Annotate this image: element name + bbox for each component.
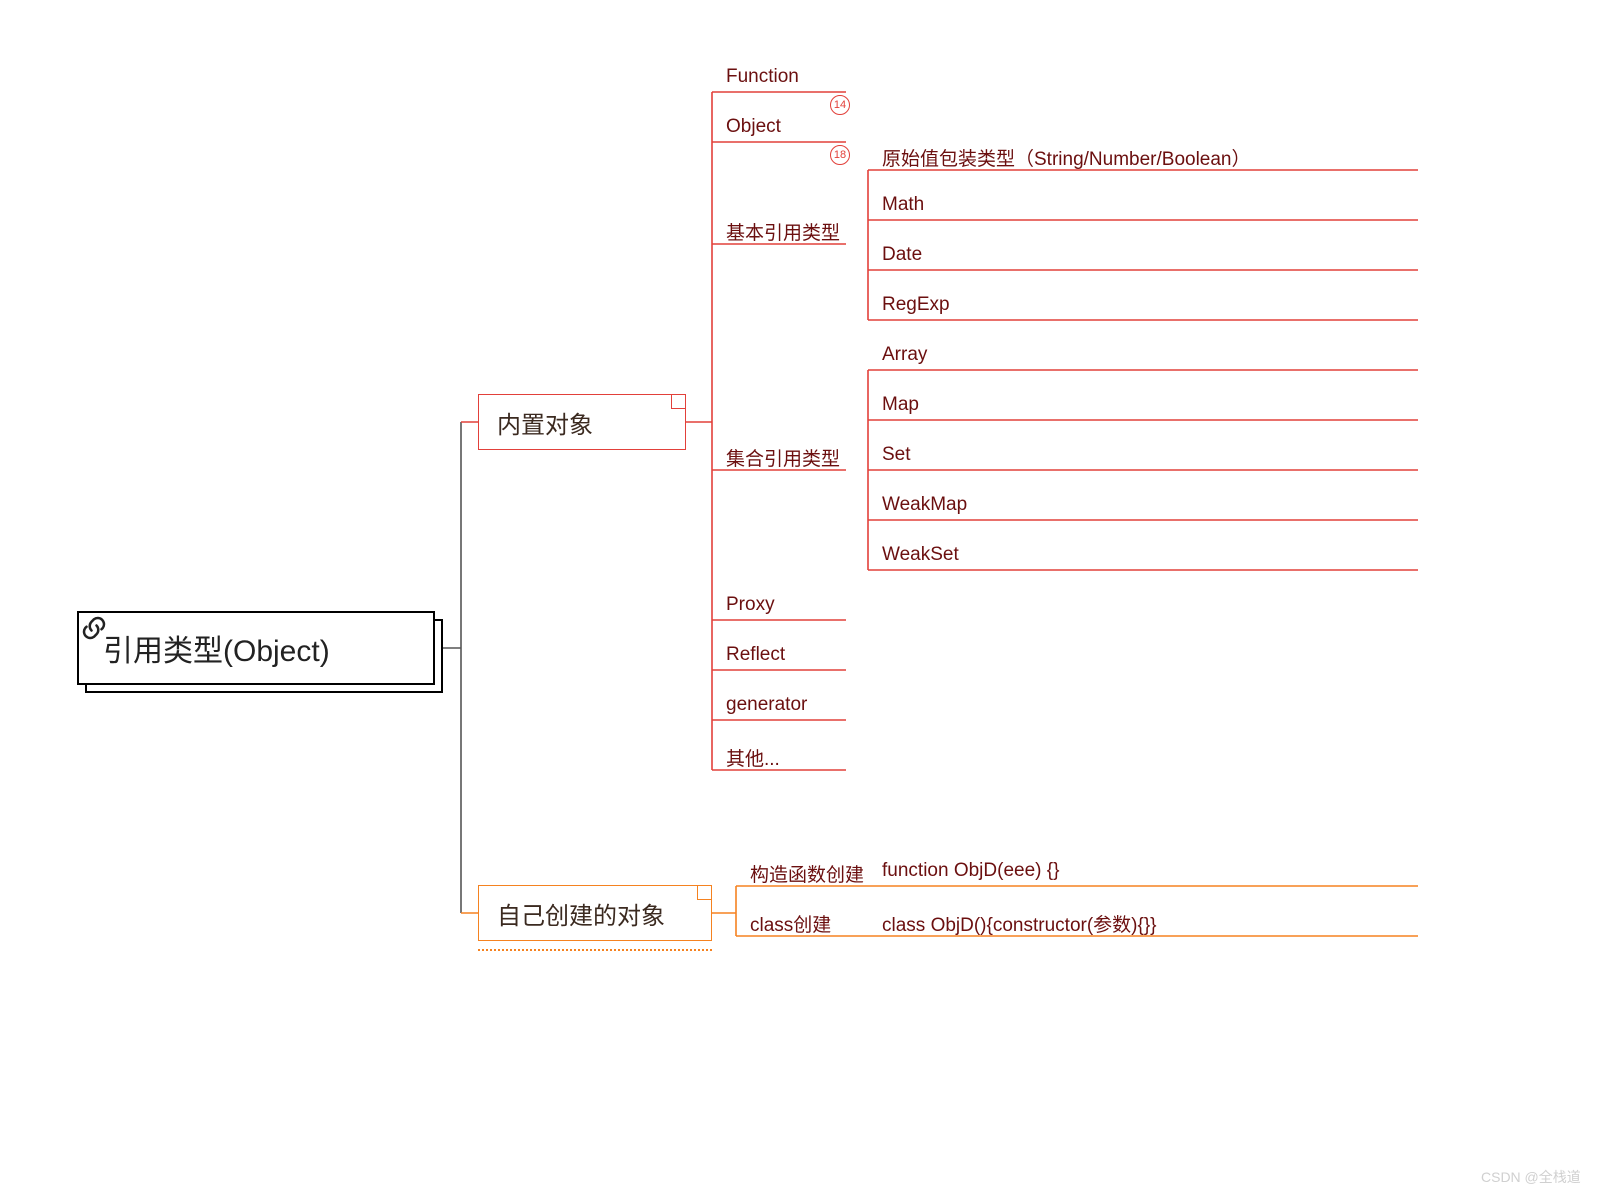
leaf-Reflect: Reflect — [726, 644, 785, 666]
leaf-原始值包装类型（String/Number/Boolean）: 原始值包装类型（String/Number/Boolean） — [882, 144, 1251, 171]
root-label: 引用类型(Object) — [103, 626, 330, 670]
leaf-WeakMap: WeakMap — [882, 494, 967, 516]
link-icon — [79, 613, 109, 643]
branch-builtin[interactable]: 内置对象 — [478, 394, 686, 450]
leaf-Object: Object — [726, 116, 781, 138]
root-node[interactable]: 引用类型(Object) — [77, 611, 435, 685]
leaf-code: class ObjD(){constructor(参数){}} — [882, 910, 1157, 937]
connector-layer — [0, 0, 1621, 1197]
count-badge: 14 — [830, 95, 850, 115]
leaf-code: function ObjD(eee) {} — [882, 860, 1059, 882]
leaf-Math: Math — [882, 194, 924, 216]
leaf-generator: generator — [726, 694, 807, 716]
leaf-Map: Map — [882, 394, 919, 416]
count-badge: 18 — [830, 145, 850, 165]
leaf-Set: Set — [882, 444, 911, 466]
leaf-class创建: class创建 — [750, 910, 831, 937]
leaf-Array: Array — [882, 344, 927, 366]
branch-label: 内置对象 — [497, 412, 593, 439]
leaf-Date: Date — [882, 244, 922, 266]
branch-custom[interactable]: 自己创建的对象 — [478, 885, 712, 941]
dotted-underline — [478, 949, 712, 951]
leaf-其他...: 其他... — [726, 744, 780, 771]
branch-label: 自己创建的对象 — [497, 903, 665, 930]
leaf-集合引用类型: 集合引用类型 — [726, 444, 840, 471]
fold-corner-icon — [671, 395, 685, 409]
leaf-基本引用类型: 基本引用类型 — [726, 218, 840, 245]
watermark: CSDN @全栈道 — [1481, 1167, 1581, 1187]
leaf-构造函数创建: 构造函数创建 — [750, 860, 864, 887]
leaf-Function: Function — [726, 66, 799, 88]
leaf-Proxy: Proxy — [726, 594, 775, 616]
fold-corner-icon — [697, 886, 711, 900]
leaf-WeakSet: WeakSet — [882, 544, 959, 566]
leaf-RegExp: RegExp — [882, 294, 950, 316]
